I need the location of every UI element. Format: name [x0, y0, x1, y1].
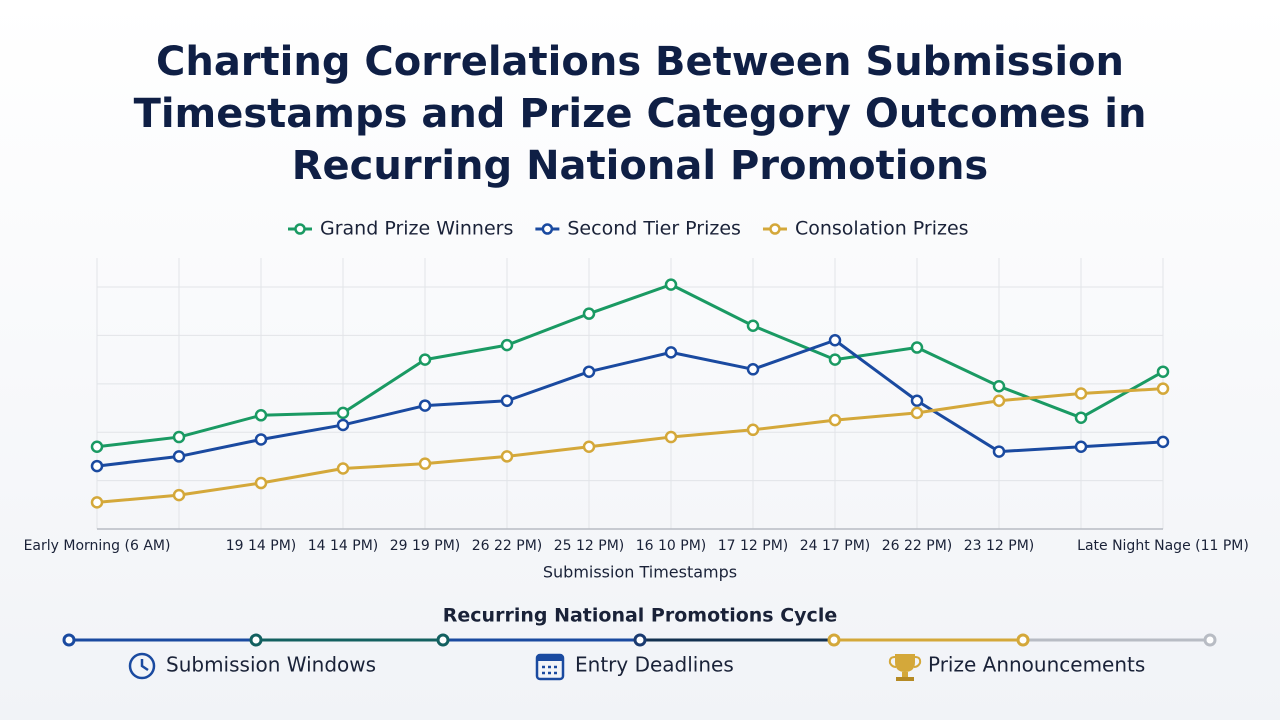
- data-point: [992, 394, 1006, 408]
- data-point: [418, 353, 432, 366]
- data-point: [254, 476, 268, 490]
- x-tick-label: 16 10 PM): [636, 538, 707, 554]
- calendar-icon: [535, 653, 565, 681]
- x-tick-label: Early Morning (6 AM): [24, 538, 171, 554]
- legend-label: Second Tier Prizes: [567, 218, 741, 240]
- data-point: [1074, 411, 1088, 424]
- x-tick-label: 24 17 PM): [800, 538, 871, 554]
- data-point: [664, 278, 678, 291]
- data-point: [418, 399, 432, 412]
- x-tick-label: 23 12 PM): [964, 538, 1035, 554]
- x-tick-label: 26 22 PM): [472, 538, 543, 554]
- data-point: [1156, 382, 1170, 395]
- data-point: [828, 413, 842, 427]
- x-axis-title: Submission Timestamps: [543, 563, 737, 582]
- data-point: [1156, 365, 1170, 378]
- data-point: [910, 406, 924, 420]
- data-point: [746, 423, 760, 437]
- x-tick-label: 19 14 PM): [226, 538, 297, 554]
- data-point: [1074, 387, 1088, 400]
- data-point: [664, 430, 678, 444]
- data-point: [90, 496, 104, 509]
- data-point: [746, 363, 760, 376]
- data-point: [1156, 435, 1170, 449]
- data-point: [992, 445, 1006, 458]
- chart-title: Charting Correlations Between Submission…: [134, 39, 1147, 189]
- data-point: [254, 409, 268, 422]
- data-point: [910, 394, 924, 408]
- data-point: [172, 430, 186, 444]
- x-tick-label: 26 22 PM): [882, 538, 953, 554]
- data-point: [582, 440, 596, 453]
- data-point: [418, 457, 432, 470]
- x-tick-label: 14 14 PM): [308, 538, 379, 554]
- data-point: [254, 433, 268, 446]
- data-point: [500, 338, 514, 352]
- legend-item: Consolation Prizes: [762, 218, 969, 240]
- data-point: [90, 459, 104, 473]
- x-tick-label: 25 12 PM): [554, 538, 625, 554]
- data-point: [500, 394, 514, 408]
- timeline-label: Prize Announcements: [928, 653, 1145, 677]
- x-tick-label: Late Night Nage (11 PM): [1077, 538, 1249, 554]
- legend-marker: [541, 223, 554, 235]
- legend-label: Consolation Prizes: [795, 218, 969, 240]
- x-tick-label: 17 12 PM): [718, 538, 789, 554]
- data-point: [336, 418, 350, 432]
- data-point: [90, 440, 104, 453]
- data-point: [992, 379, 1006, 393]
- series-line: [96, 283, 1164, 449]
- data-point: [172, 450, 186, 463]
- series-line: [96, 387, 1164, 504]
- legend-label: Grand Prize Winners: [320, 218, 513, 240]
- data-point: [500, 450, 514, 463]
- x-tick-label: 29 19 PM): [390, 538, 461, 554]
- data-point: [336, 462, 350, 475]
- data-point: [582, 307, 596, 320]
- clock-icon: [128, 652, 156, 680]
- timeline-label: Submission Windows: [166, 653, 376, 677]
- legend-marker: [294, 223, 306, 235]
- trophy-icon: [888, 654, 922, 681]
- data-point: [336, 406, 350, 420]
- timeline-title: Recurring National Promotions Cycle: [443, 605, 837, 627]
- data-point: [746, 319, 760, 332]
- legend-item: Second Tier Prizes: [535, 218, 741, 240]
- data-point: [1074, 440, 1088, 453]
- timeline-label: Entry Deadlines: [575, 653, 734, 677]
- data-point: [582, 365, 596, 378]
- timeline: Submission Windows Entry Deadlines Prize…: [62, 633, 1217, 681]
- data-point: [828, 334, 842, 347]
- series-line: [96, 338, 1164, 468]
- legend-marker: [769, 223, 781, 235]
- legend-item: Grand Prize Winners: [288, 218, 513, 240]
- data-point: [664, 346, 678, 359]
- data-point: [828, 353, 842, 366]
- data-point: [910, 341, 924, 354]
- data-point: [172, 488, 186, 502]
